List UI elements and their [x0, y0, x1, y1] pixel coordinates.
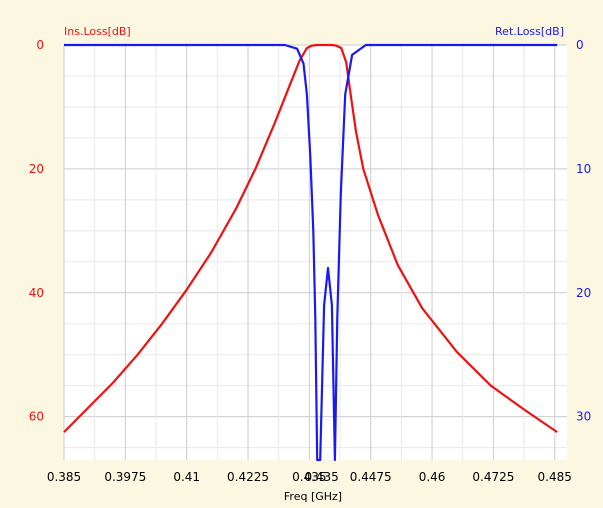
- tick-labels: 0 20 40 60 0 10 20 30 0.385 0.3975 0.41 0.4225 0.435…: [29, 38, 592, 484]
- y-right-tick-label: 0: [576, 38, 584, 52]
- left-axis-title: Ins.Loss[dB]: [64, 25, 131, 38]
- y-left-tick-label: 60: [29, 410, 44, 424]
- x-tick-label: 0.41: [173, 470, 200, 484]
- y-left-tick-label: 20: [29, 162, 44, 176]
- y-left-tick-label: 0: [36, 38, 44, 52]
- y-right-tick-label: 10: [576, 162, 591, 176]
- y-right-tick-label: 20: [576, 286, 591, 300]
- y-right-tick-label: 30: [576, 410, 591, 424]
- x-tick-label: 0.4225: [227, 470, 269, 484]
- x-tick-label: 0.385: [47, 470, 81, 484]
- x-axis-title: Freq [GHz]: [284, 490, 342, 503]
- x-tick-label: 0.4475: [350, 470, 392, 484]
- y-left-tick-label: 40: [29, 286, 44, 300]
- x-tick-label: 0.435: [292, 470, 326, 484]
- right-axis-title: Ret.Loss[dB]: [495, 25, 564, 38]
- series-layer: [63, 43, 558, 462]
- x-tick-label: 0.3975: [104, 470, 146, 484]
- x-tick-label: 0.4725: [472, 470, 514, 484]
- x-tick-label: 0.485: [538, 470, 572, 484]
- ret-loss-line: [64, 43, 558, 462]
- x-tick-label-secondary: 0.435: [304, 470, 338, 484]
- ins-loss-line: [63, 43, 558, 434]
- x-tick-label: 0.46: [419, 470, 446, 484]
